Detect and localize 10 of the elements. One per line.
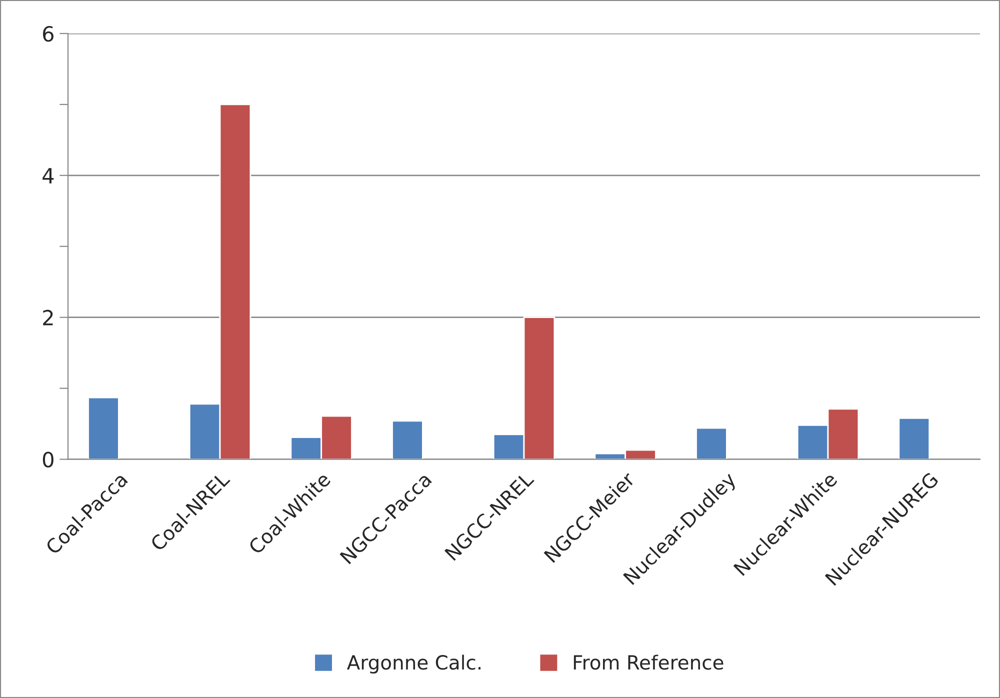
y-tick-label: 2 [43,310,53,326]
bar [696,427,728,460]
bar [88,396,120,460]
y-tick-label: 0 [42,452,54,468]
legend-label: Argonne Calc. [346,654,480,674]
y-tick-label: 4 [42,168,54,184]
legend-label: From Reference [574,654,724,670]
y-tick-label: 6 [43,26,54,42]
bar [898,417,930,460]
bar [392,420,424,460]
